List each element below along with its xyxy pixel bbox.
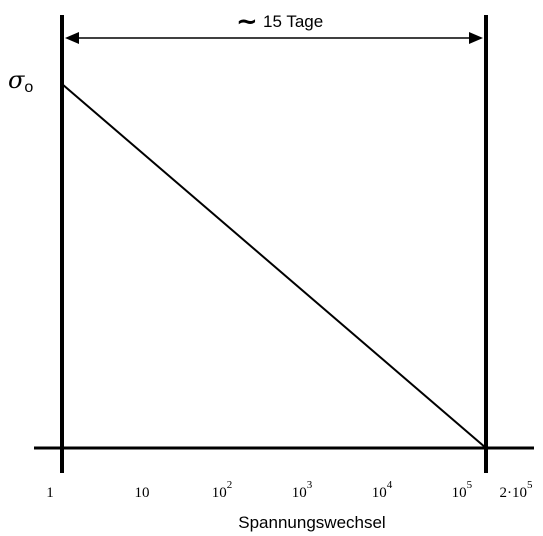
- x-tick-exponent: 5: [467, 479, 473, 491]
- x-tick-label: 1: [46, 485, 54, 501]
- x-tick-exponent: 2: [227, 479, 233, 491]
- dimension-arrow-right-head: [469, 32, 483, 44]
- x-tick-exponent: 3: [307, 479, 313, 491]
- annotation-label: ~15 Tage: [236, 7, 323, 37]
- chart-marks: [34, 15, 534, 473]
- x-tick-base: 10: [212, 485, 227, 501]
- y-symbol-main: σ: [8, 66, 25, 94]
- x-tick-base: 10: [372, 485, 387, 501]
- x-tick-base: 2·10: [500, 485, 528, 501]
- x-tick-label: 102: [212, 479, 233, 501]
- annotation-tilde: ~: [236, 7, 258, 37]
- x-tick-base: 10: [452, 485, 467, 501]
- y-axis-symbol: σo: [8, 66, 33, 96]
- x-tick-base: 1: [46, 485, 54, 501]
- dimension-arrow-left-head: [65, 32, 79, 44]
- x-tick-exponent: 4: [387, 479, 393, 491]
- x-tick-label: 2·105: [500, 479, 534, 501]
- x-tick-exponent: 5: [527, 479, 533, 491]
- series-line-0: [61, 83, 487, 449]
- x-tick-label: 103: [292, 479, 313, 501]
- x-tick-label: 10: [134, 485, 149, 501]
- x-tick-label: 104: [372, 479, 393, 501]
- x-tick-label: 105: [452, 479, 473, 501]
- y-symbol-sub: o: [24, 79, 33, 96]
- x-tick-base: 10: [134, 485, 149, 501]
- x-tick-base: 10: [292, 485, 307, 501]
- x-axis-label: Spannungswechsel: [238, 513, 385, 532]
- annotation-text: 15 Tage: [263, 12, 323, 31]
